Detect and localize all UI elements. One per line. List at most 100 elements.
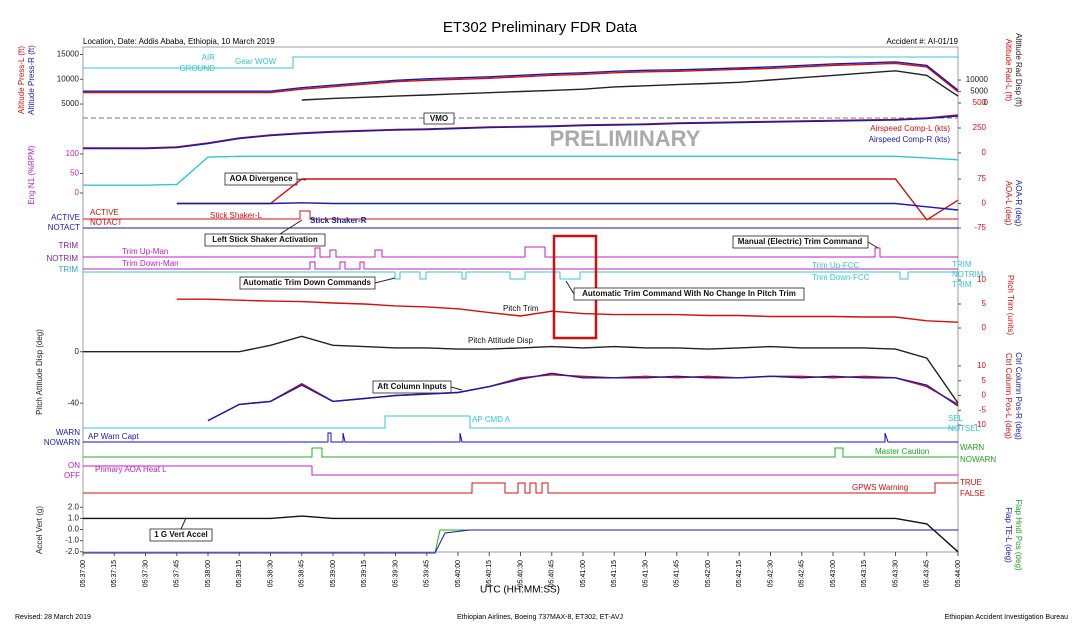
state-label: TRIM xyxy=(952,260,972,269)
annotation-box xyxy=(204,233,326,247)
footer-bureau: Ethiopian Accident Investigation Bureau xyxy=(945,614,1068,621)
state-label: Trim Down-FCC xyxy=(812,273,870,282)
y-tick-label: 0 xyxy=(982,148,987,157)
y-tick-label: -10 xyxy=(974,420,986,429)
annotations: VMO AOA Divergence Left Stick Shaker Act… xyxy=(149,112,879,542)
y-tick-label: 10 xyxy=(977,275,986,284)
annotation: Left Stick Shaker Activation xyxy=(212,235,318,244)
state-label: GROUND xyxy=(179,64,215,73)
axis-title: Ctrl Column Pos-L (deg) xyxy=(1004,353,1013,439)
x-tick-label: 05:38:15 xyxy=(236,560,243,587)
y-tick-label: 500 xyxy=(973,98,987,107)
x-tick-label: 05:40:30 xyxy=(517,560,524,587)
annotation-arrow xyxy=(180,517,187,530)
y-tick-label: 5 xyxy=(982,299,987,308)
y-tick-label: 10000 xyxy=(57,74,80,83)
y-tick-label: 50 xyxy=(70,169,79,178)
y-tick-label: -75 xyxy=(974,223,986,232)
state-label: Master Caution xyxy=(875,447,929,456)
x-tick-label: 05:40:00 xyxy=(455,560,462,587)
x-tick-label: 05:39:45 xyxy=(424,560,431,587)
x-tick-label: 05:43:00 xyxy=(830,560,837,587)
series-line xyxy=(83,62,959,94)
x-tick-label: 05:38:45 xyxy=(299,560,306,587)
y-tick-label: 0 xyxy=(984,98,989,107)
series-line xyxy=(207,372,959,422)
series-line xyxy=(176,178,959,221)
x-tick-label: 05:39:00 xyxy=(330,560,337,587)
state-label: Trim Up-Man xyxy=(122,247,168,256)
state-label: TRIM xyxy=(58,265,78,274)
y-tick-label: 0 xyxy=(75,347,80,356)
title: ET302 Preliminary FDR Data xyxy=(443,19,638,36)
state-label: NOWARN xyxy=(960,455,996,464)
discrete-traces xyxy=(83,56,958,554)
axis-title: Accel Vert (g) xyxy=(35,506,44,554)
x-tick-label: 05:40:45 xyxy=(549,560,556,587)
x-tick-label: 05:38:30 xyxy=(267,560,274,587)
x-tick-label: 05:43:30 xyxy=(892,560,899,587)
annotation-arrow xyxy=(374,277,396,284)
state-label: FALSE xyxy=(960,489,985,498)
y-tick-label: 75 xyxy=(977,174,986,183)
axis-title: Flap Hndl Pos (deg) xyxy=(1014,499,1023,570)
x-axis-label: UTC (HH:MM:SS) xyxy=(480,585,560,596)
state-label: ACTIVE xyxy=(51,213,80,222)
y-tick-label: 1.0 xyxy=(68,513,80,522)
state-label: Stick Shaker-R xyxy=(310,216,367,225)
state-label: Stick Shaker-L xyxy=(210,211,263,220)
x-tick-label: 05:37:45 xyxy=(174,560,181,587)
annotation-arrow xyxy=(450,386,463,391)
state-label: Gear WOW xyxy=(235,57,277,66)
annotation: Automatic Trim Command With No Change In… xyxy=(582,289,796,298)
axis-title: Altitude Rad Disp (ft) xyxy=(1014,33,1023,107)
y-tick-label: 0 xyxy=(982,199,987,208)
series-line xyxy=(83,115,959,150)
footer-revised: Revised: 28 March 2019 xyxy=(15,614,91,621)
y-tick-label: 15000 xyxy=(57,50,80,59)
state-label: NOTRIM xyxy=(952,270,984,279)
axis-title: Pitch Trim (units) xyxy=(1006,275,1015,335)
state-label: WARN xyxy=(56,428,80,437)
x-tick-label: 05:38:00 xyxy=(205,560,212,587)
series-line xyxy=(301,70,959,101)
accident: Accident #: AI-01/19 xyxy=(886,37,958,46)
location: Location, Date: Addis Ababa, Ethiopia, 1… xyxy=(83,37,275,46)
annotation: Manual (Electric) Trim Command xyxy=(738,237,863,246)
state-label: ON xyxy=(68,461,80,470)
axis-title: Pitch Attitude Disp (deg) xyxy=(35,329,44,415)
axis-title: Altitude Rad-L (ft) xyxy=(1004,39,1013,102)
x-tick-label: 05:43:45 xyxy=(924,560,931,587)
state-labels: AIR GROUND Gear WOW ACTIVE NOTACT ACTIVE… xyxy=(44,53,997,498)
state-label: AP Warn Capt xyxy=(88,432,139,441)
axis-title: AOA-L (deg) xyxy=(1004,181,1013,226)
annotation-arrow xyxy=(867,241,879,249)
y-tick-label: 0 xyxy=(982,323,987,332)
annotation-box xyxy=(423,112,455,125)
state-label: NOTACT xyxy=(48,223,80,232)
state-label: NOTSEL xyxy=(948,424,981,433)
annotation: 1 G Vert Accel xyxy=(154,530,208,539)
annotation: Pitch Attitude Disp xyxy=(468,336,533,345)
y-tick-label: 10 xyxy=(977,361,986,370)
x-tick-label: 05:42:30 xyxy=(767,560,774,587)
x-tick-label: 05:39:15 xyxy=(361,560,368,587)
y-tick-label: 5000 xyxy=(970,87,988,96)
watermark: PRELIMINARY xyxy=(550,126,701,151)
annotation: Pitch Trim xyxy=(503,304,539,313)
y-tick-label: -2.0 xyxy=(65,547,79,556)
state-label: Primary AOA Heat L xyxy=(95,465,167,474)
axis-title: Airspeed Comp-R (kts) xyxy=(869,135,951,144)
x-tick-label: 05:41:15 xyxy=(611,560,618,587)
x-tick-label: 05:42:15 xyxy=(736,560,743,587)
y-tick-label: 250 xyxy=(973,123,987,132)
state-label: TRUE xyxy=(960,478,982,487)
series-line xyxy=(83,61,959,92)
state-label: OFF xyxy=(64,471,80,480)
x-tick-label: 05:43:15 xyxy=(861,560,868,587)
x-tick-label: 05:39:30 xyxy=(392,560,399,587)
y-tick-label: 0 xyxy=(982,391,987,400)
series-line xyxy=(176,298,959,323)
